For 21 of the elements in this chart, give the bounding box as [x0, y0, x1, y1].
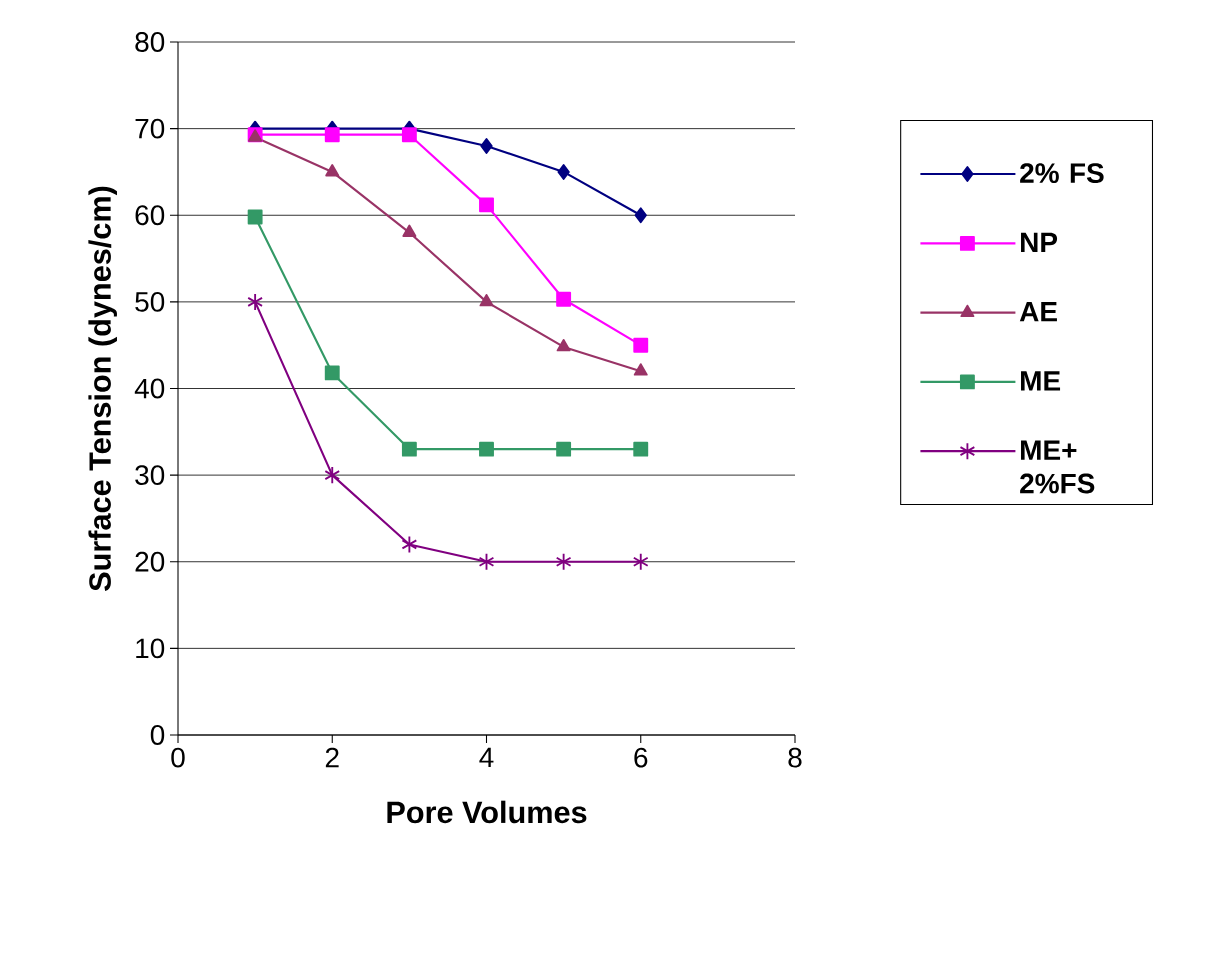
y-tick-label: 10	[136, 638, 165, 659]
legend-label: ME+ 2%FS	[1020, 440, 1095, 494]
y-tick-label: 70	[135, 118, 165, 139]
legend-label: 2% FS	[1020, 163, 1104, 184]
y-tick-label: 0	[150, 725, 165, 745]
legend-label: ME	[1021, 371, 1061, 391]
y-tick-label: 40	[134, 378, 165, 399]
y-axis-title: Surface Tension (dynes/cm)	[88, 186, 117, 591]
x-axis-title: Pore Volumes	[387, 800, 587, 824]
x-tick-label: 0	[171, 747, 185, 768]
y-tick-label: 50	[135, 291, 165, 312]
legend-label: AE	[1019, 302, 1057, 322]
x-tick-label: 4	[479, 747, 494, 767]
y-tick-label: 20	[135, 551, 165, 572]
y-tick-label: 30	[135, 465, 165, 486]
x-tick-label: 6	[634, 747, 648, 768]
x-tick-label: 2	[325, 747, 339, 768]
x-tick-label: 8	[788, 747, 802, 768]
y-tick-label: 60	[135, 205, 165, 226]
legend-label: NP	[1021, 232, 1058, 253]
y-tick-label: 80	[135, 32, 165, 52]
